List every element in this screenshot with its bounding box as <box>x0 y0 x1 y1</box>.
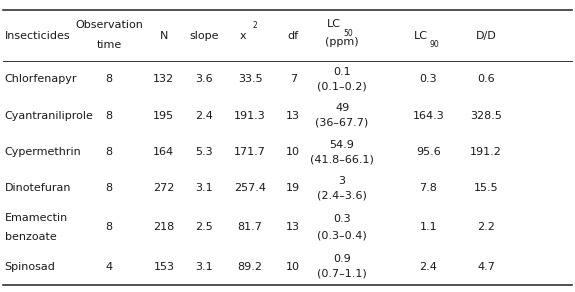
Text: 191.3: 191.3 <box>234 110 266 121</box>
Text: 195: 195 <box>154 110 174 121</box>
Text: 191.2: 191.2 <box>470 147 502 157</box>
Text: (0.7–1.1): (0.7–1.1) <box>317 269 367 279</box>
Text: 33.5: 33.5 <box>238 74 262 84</box>
Text: 15.5: 15.5 <box>474 183 498 193</box>
Text: 8: 8 <box>106 110 113 121</box>
Text: 164: 164 <box>154 147 174 157</box>
Text: (0.1–0.2): (0.1–0.2) <box>317 81 367 91</box>
Text: 164.3: 164.3 <box>412 110 444 121</box>
Text: 0.1: 0.1 <box>334 67 351 77</box>
Text: 19: 19 <box>286 183 300 193</box>
Text: (ppm): (ppm) <box>325 37 359 47</box>
Text: Chlorfenapyr: Chlorfenapyr <box>5 74 77 84</box>
Text: df: df <box>288 31 299 41</box>
Text: 3.6: 3.6 <box>196 74 213 84</box>
Text: 8: 8 <box>106 222 113 232</box>
Text: 49: 49 <box>335 103 349 113</box>
Text: Emamectin: Emamectin <box>5 213 68 223</box>
Text: 218: 218 <box>154 222 174 232</box>
Text: 10: 10 <box>286 147 300 157</box>
Text: 50: 50 <box>343 29 352 38</box>
Text: 95.6: 95.6 <box>416 147 441 157</box>
Text: Observation: Observation <box>75 20 143 30</box>
Text: Dinotefuran: Dinotefuran <box>5 183 71 193</box>
Text: Cyantraniliprole: Cyantraniliprole <box>5 110 94 121</box>
Text: 54.9: 54.9 <box>329 140 355 150</box>
Text: x: x <box>240 31 247 41</box>
Text: LC: LC <box>327 20 340 29</box>
Text: 7: 7 <box>290 74 297 84</box>
Text: 1.1: 1.1 <box>420 222 437 232</box>
Text: (41.8–66.1): (41.8–66.1) <box>310 154 374 164</box>
Text: 153: 153 <box>154 262 174 272</box>
Text: 2.4: 2.4 <box>419 262 438 272</box>
Text: 0.9: 0.9 <box>334 254 351 264</box>
Text: time: time <box>97 40 122 50</box>
Text: 2.5: 2.5 <box>196 222 213 232</box>
Text: 328.5: 328.5 <box>470 110 502 121</box>
Text: 2.2: 2.2 <box>477 222 495 232</box>
Text: 272: 272 <box>153 183 175 193</box>
Text: Spinosad: Spinosad <box>5 262 55 272</box>
Text: 90: 90 <box>430 41 439 49</box>
Text: 0.6: 0.6 <box>477 74 494 84</box>
Text: 171.7: 171.7 <box>234 147 266 157</box>
Text: LC: LC <box>414 31 428 41</box>
Text: N: N <box>160 31 168 41</box>
Text: 2: 2 <box>252 21 257 30</box>
Text: benzoate: benzoate <box>5 232 56 241</box>
Text: 0.3: 0.3 <box>420 74 437 84</box>
Text: Insecticides: Insecticides <box>5 31 70 41</box>
Text: 3.1: 3.1 <box>196 262 213 272</box>
Text: 5.3: 5.3 <box>196 147 213 157</box>
Text: 7.8: 7.8 <box>419 183 438 193</box>
Text: 13: 13 <box>286 222 300 232</box>
Text: 8: 8 <box>106 147 113 157</box>
Text: Cypermethrin: Cypermethrin <box>5 147 81 157</box>
Text: (0.3–0.4): (0.3–0.4) <box>317 231 367 241</box>
Text: 10: 10 <box>286 262 300 272</box>
Text: 3.1: 3.1 <box>196 183 213 193</box>
Text: (2.4–3.6): (2.4–3.6) <box>317 190 367 200</box>
Text: 89.2: 89.2 <box>237 262 263 272</box>
Text: 3: 3 <box>339 176 346 186</box>
Text: 8: 8 <box>106 183 113 193</box>
Text: 81.7: 81.7 <box>237 222 263 232</box>
Text: 4: 4 <box>106 262 113 272</box>
Text: slope: slope <box>189 31 219 41</box>
Text: (36–67.7): (36–67.7) <box>316 118 369 128</box>
Text: D/D: D/D <box>476 31 496 41</box>
Text: 0.3: 0.3 <box>334 214 351 224</box>
Text: 257.4: 257.4 <box>234 183 266 193</box>
Text: 2.4: 2.4 <box>195 110 213 121</box>
Text: 13: 13 <box>286 110 300 121</box>
Text: 4.7: 4.7 <box>477 262 495 272</box>
Text: 132: 132 <box>154 74 174 84</box>
Text: 8: 8 <box>106 74 113 84</box>
